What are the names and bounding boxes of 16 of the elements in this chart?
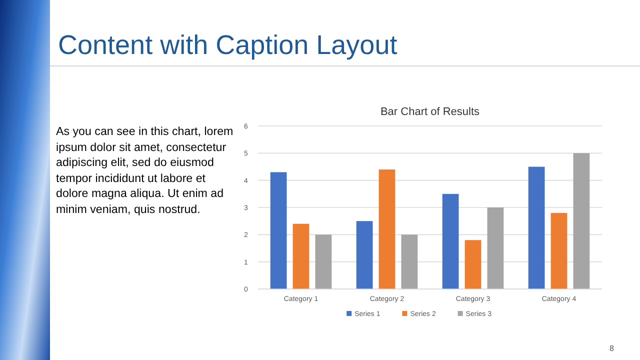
text: As you can see in this chart, lorem ipsum dolor sit amet, consectetur adipiscing elit, sed do eiusmod tempor incididunt ut labore et dolore magna aliqua. Ut enim ad minim veniam, quis nostrud. <box>56 124 234 217</box>
bar <box>573 153 590 289</box>
chart-title: Bar Chart of Results <box>380 106 480 118</box>
bar <box>550 212 568 289</box>
bar <box>442 194 459 289</box>
text: 8 <box>610 344 615 353</box>
bar <box>356 221 373 289</box>
bar <box>315 234 332 289</box>
bar <box>270 172 287 289</box>
bar <box>528 166 545 289</box>
bar <box>292 224 310 289</box>
bar <box>401 234 418 289</box>
bar <box>378 169 396 289</box>
bar <box>464 240 482 289</box>
bar <box>487 208 504 289</box>
text: Content with Caption Layout <box>58 30 398 60</box>
